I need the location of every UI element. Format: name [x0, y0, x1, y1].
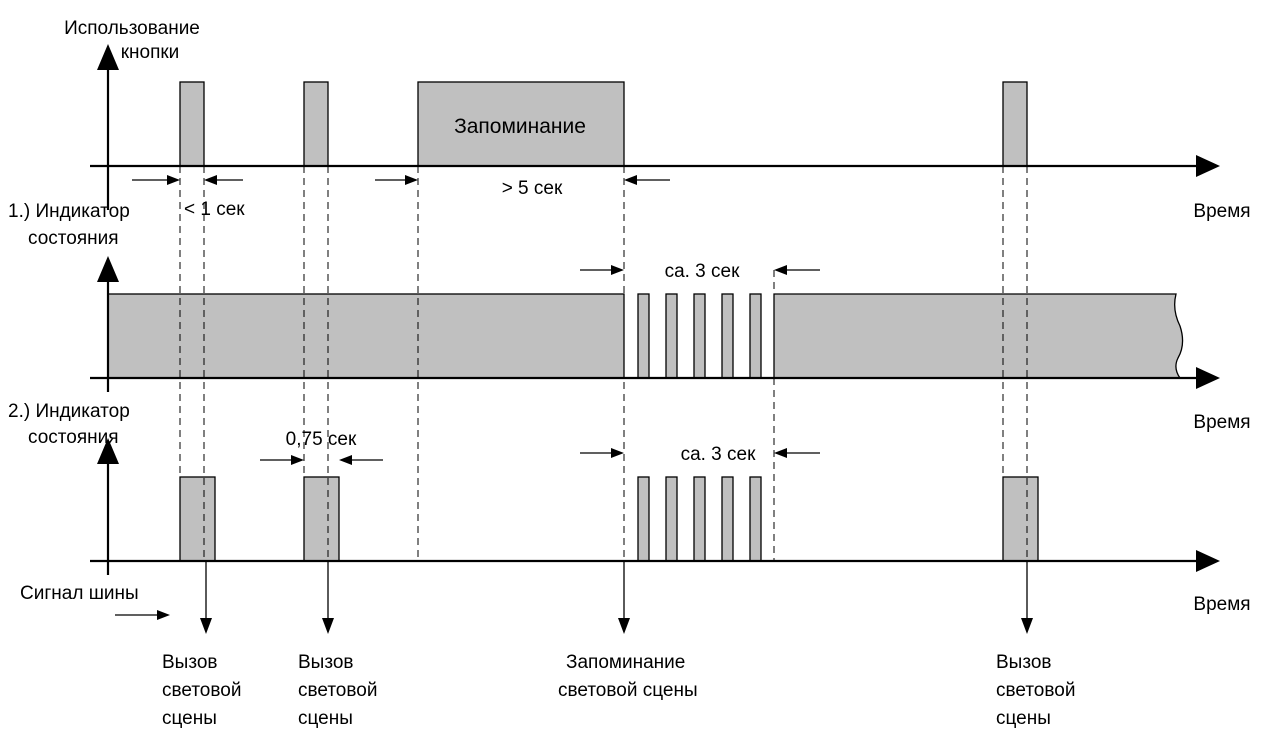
short-press-pulse-1: [179, 81, 205, 167]
indicator1-on-before: [107, 293, 625, 379]
sec-075-label: 0,75 сек: [286, 429, 357, 450]
call1-line3: сцены: [162, 708, 217, 729]
indicator2-axis-arrow-icon: [97, 438, 119, 464]
lt1-left-arrow-icon: [167, 175, 180, 185]
call2-line2: световой: [298, 680, 377, 701]
indicator2-pulse-2: [303, 476, 340, 562]
button-use-label-line1: Использование: [64, 18, 200, 39]
ca3-bottom-left-arrow-icon: [611, 448, 624, 458]
short-press-pulse-3: [1002, 81, 1028, 167]
lt1-right-arrow-icon: [204, 175, 217, 185]
sec075-right-arrow-icon: [339, 455, 352, 465]
ca3-bottom-right-arrow-icon: [774, 448, 787, 458]
timing-guides: [179, 166, 1028, 561]
indicator1-axis-arrow-icon: [97, 256, 119, 282]
gt-5-sec-label: > 5 сек: [502, 178, 563, 199]
call3-line3: сцены: [996, 708, 1051, 729]
indicator1-label-line2: состояния: [28, 228, 119, 249]
indicator1-blink-3: [693, 293, 706, 379]
indicator2-label-line1: 2.) Индикатор: [8, 401, 130, 422]
telegram-2-arrow-icon: [322, 618, 334, 634]
bus-telegrams: [200, 561, 1033, 634]
indicator1-on-after: [773, 293, 1184, 379]
button-use-label-line2: кнопки: [121, 42, 180, 63]
store-line2: световой сцены: [558, 680, 698, 701]
indicator1-blink-2: [665, 293, 678, 379]
ca3-top-left-arrow-icon: [611, 265, 624, 275]
call3-line2: световой: [996, 680, 1075, 701]
indicator1-blink-5: [749, 293, 762, 379]
call2-line3: сцены: [298, 708, 353, 729]
store-line1: Запоминание: [566, 652, 685, 673]
indicator1-row: 1.) Индикатор состояния Время ca. 3 сек: [8, 201, 1251, 433]
sec075-left-arrow-icon: [291, 455, 304, 465]
bus-signal-label: Сигнал шины: [20, 583, 139, 604]
gt5-right-arrow-icon: [624, 175, 637, 185]
telegram-4-arrow-icon: [1021, 618, 1033, 634]
ca3-top-right-arrow-icon: [774, 265, 787, 275]
bus-signal-arrow-icon: [157, 610, 170, 620]
indicator2-blink-5: [749, 476, 762, 562]
indicator1-label-line1: 1.) Индикатор: [8, 201, 130, 222]
time-axis-2-arrow-icon: [1196, 367, 1220, 389]
indicator2-blink-4: [721, 476, 734, 562]
short-press-pulse-2: [303, 81, 329, 167]
ca3-bottom-label: ca. 3 сек: [681, 444, 757, 465]
indicator2-pulse-1: [179, 476, 216, 562]
lt-1-sec-label: < 1 сек: [184, 199, 245, 220]
time-axis-3-arrow-icon: [1196, 550, 1220, 572]
indicator2-pulse-3: [1002, 476, 1039, 562]
time-label-1: Время: [1193, 201, 1250, 222]
indicator1-blink-1: [637, 293, 650, 379]
telegram-1-arrow-icon: [200, 618, 212, 634]
time-axis-1-arrow-icon: [1196, 155, 1220, 177]
memorize-label: Запоминание: [454, 115, 586, 138]
time-label-2: Время: [1193, 412, 1250, 433]
ca3-top-label: ca. 3 сек: [665, 261, 741, 282]
button-axis-arrow-icon: [97, 44, 119, 70]
indicator2-blink-2: [665, 476, 678, 562]
indicator1-blink-4: [721, 293, 734, 379]
memorize-press-pulse: [417, 81, 625, 167]
call1-line1: Вызов: [162, 652, 218, 673]
time-label-3: Время: [1193, 594, 1250, 615]
telegram-3-arrow-icon: [618, 618, 630, 634]
call3-line1: Вызов: [996, 652, 1052, 673]
indicator2-blink-1: [637, 476, 650, 562]
gt5-left-arrow-icon: [405, 175, 418, 185]
indicator2-label-line2: состояния: [28, 427, 119, 448]
button-usage-row: Запоминание Использование кнопки Время <…: [64, 18, 1250, 222]
indicator2-blink-3: [693, 476, 706, 562]
telegram-captions: Вызов световой сцены Вызов световой сцен…: [162, 652, 1075, 729]
call1-line2: световой: [162, 680, 241, 701]
indicator2-row: 2.) Индикатор состояния Время 0,75 сек c…: [8, 401, 1251, 620]
call2-line1: Вызов: [298, 652, 354, 673]
